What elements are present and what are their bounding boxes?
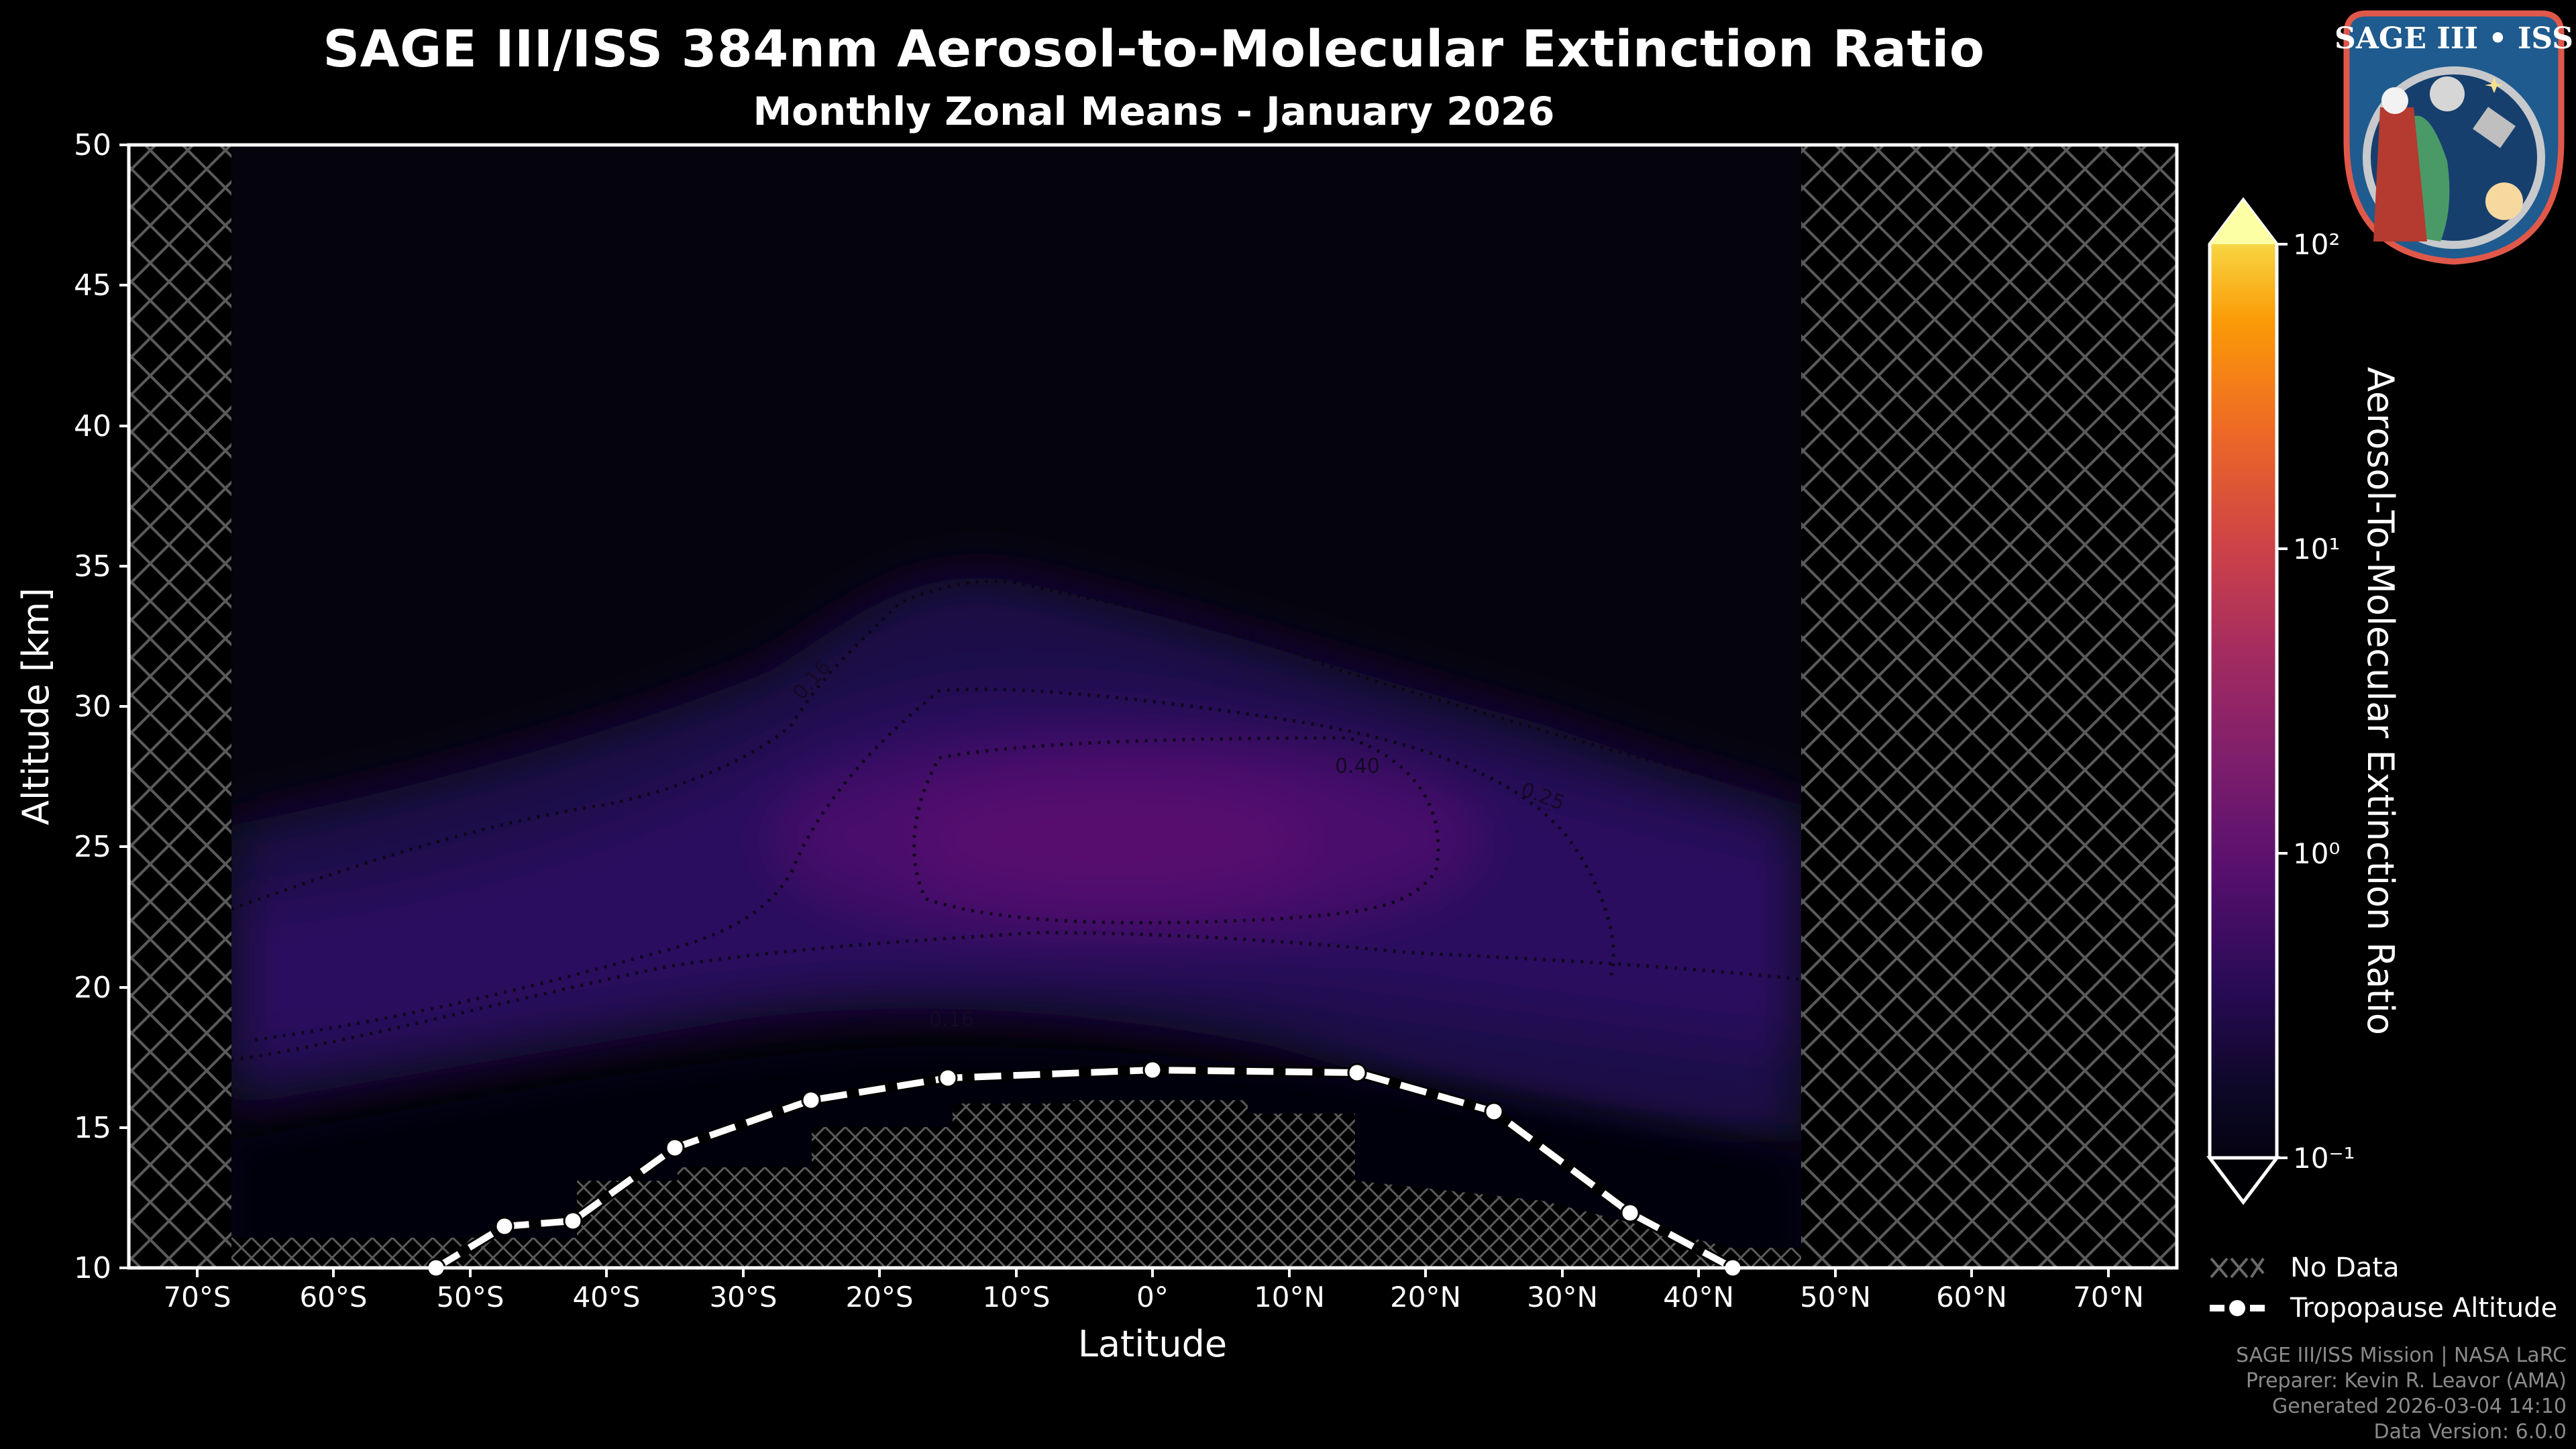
legend-label: No Data: [2290, 1252, 2400, 1283]
svg-text:40: 40: [74, 409, 111, 443]
svg-text:10⁰: 10⁰: [2293, 837, 2340, 870]
svg-text:10²: 10²: [2293, 228, 2340, 261]
svg-text:40°S: 40°S: [572, 1281, 640, 1313]
svg-text:60°S: 60°S: [299, 1281, 367, 1313]
x-tick-labels: 70°S 60°S 50°S 40°S 30°S 20°S 10°S 0° 10…: [163, 1281, 2143, 1313]
tropopause-line: [426, 1060, 1743, 1278]
footer-preparer: Preparer: Kevin R. Leavor (AMA): [2245, 1369, 2567, 1393]
svg-text:10¹: 10¹: [2293, 533, 2340, 566]
svg-text:20°N: 20°N: [1390, 1281, 1461, 1313]
svg-text:0.16: 0.16: [929, 1008, 974, 1032]
svg-text:10°N: 10°N: [1254, 1281, 1325, 1313]
svg-text:10°S: 10°S: [982, 1281, 1050, 1313]
svg-text:SAGE III • ISS: SAGE III • ISS: [2334, 21, 2573, 56]
colorbar: 10² 10¹ 10⁰ 10⁻¹ Aerosol-To-Molecular Ex…: [2206, 197, 2402, 1205]
svg-text:45: 45: [74, 268, 111, 303]
y-ticks: [119, 144, 129, 1269]
svg-text:30: 30: [74, 690, 111, 724]
heatmap-data: 0.16 0.40 0.25 0.16: [231, 145, 1801, 1268]
colorbar-label: Aerosol-To-Molecular Extinction Ratio: [2359, 367, 2402, 1035]
svg-text:0.40: 0.40: [1335, 755, 1380, 778]
svg-text:20: 20: [74, 971, 111, 1005]
legend-item-tropopause: Tropopause Altitude: [2207, 1288, 2557, 1328]
no-data-left: [129, 145, 231, 1268]
hatch-swatch-icon: [2210, 1257, 2265, 1279]
contour-lines: [231, 579, 1801, 1062]
svg-text:10: 10: [74, 1251, 111, 1285]
dashed-line-marker-icon: [2210, 1300, 2265, 1316]
x-axis-label: Latitude: [1078, 1323, 1227, 1365]
mission-logo: SAGE III • ISS: [2334, 10, 2573, 265]
svg-text:10⁻¹: 10⁻¹: [2293, 1142, 2355, 1175]
y-tick-labels: 50 45 40 35 30 25 20 15 10: [74, 128, 111, 1285]
svg-text:70°S: 70°S: [163, 1281, 231, 1313]
chart-title: SAGE III/ISS 384nm Aerosol-to-Molecular …: [323, 19, 1985, 78]
legend: No Data Tropopause Altitude: [2207, 1248, 2557, 1328]
svg-text:60°N: 60°N: [1936, 1281, 2007, 1313]
x-ticks: [196, 1268, 2110, 1277]
svg-text:20°S: 20°S: [845, 1281, 913, 1313]
colorbar-tick-labels: 10² 10¹ 10⁰ 10⁻¹: [2293, 228, 2355, 1175]
no-data-right: [1801, 145, 2177, 1268]
svg-text:30°N: 30°N: [1527, 1281, 1598, 1313]
svg-text:25: 25: [74, 830, 111, 864]
y-axis-label: Altitude [km]: [15, 588, 57, 825]
legend-label: Tropopause Altitude: [2290, 1293, 2558, 1324]
svg-text:35: 35: [74, 549, 111, 584]
legend-item-no-data: No Data: [2207, 1248, 2557, 1288]
footer-credits: SAGE III/ISS Mission | NASA LaRC Prepare…: [2236, 1343, 2567, 1445]
svg-text:50: 50: [74, 128, 111, 162]
svg-text:0°: 0°: [1136, 1281, 1169, 1313]
footer-data-version: Data Version: 6.0.0: [2373, 1420, 2567, 1444]
svg-text:40°N: 40°N: [1663, 1281, 1734, 1313]
svg-text:70°N: 70°N: [2073, 1281, 2144, 1313]
footer-generated: Generated 2026-03-04 14:10: [2271, 1395, 2567, 1418]
svg-text:15: 15: [74, 1111, 111, 1145]
svg-text:50°N: 50°N: [1800, 1281, 1871, 1313]
footer-mission: SAGE III/ISS Mission | NASA LaRC: [2236, 1344, 2567, 1367]
svg-text:50°S: 50°S: [436, 1281, 504, 1313]
chart-subtitle: Monthly Zonal Means - January 2026: [753, 89, 1555, 134]
svg-text:30°S: 30°S: [709, 1281, 777, 1313]
